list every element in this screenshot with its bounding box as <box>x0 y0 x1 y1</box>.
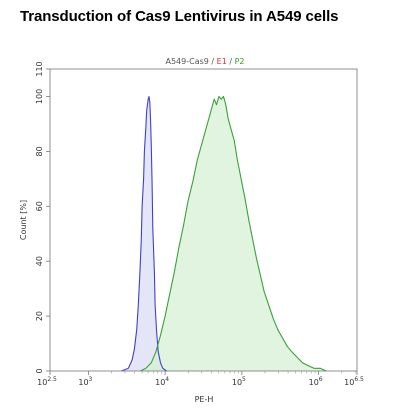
plot-title-part: / <box>209 57 217 66</box>
y-tick-label: 80 <box>35 146 44 156</box>
series-P2-line <box>140 95 327 372</box>
plot-frame <box>49 68 358 372</box>
x-tick-label: 105 <box>232 376 246 387</box>
y-tick-label: 110 <box>35 61 44 76</box>
x-tick-label: 102.5 <box>37 376 57 387</box>
x-tick-label: 106 <box>309 376 323 387</box>
page-title: Transduction of Cas9 Lentivirus in A549 … <box>20 8 339 25</box>
x-tick-label: 103 <box>78 376 92 387</box>
y-tick-label: 0 <box>35 368 44 373</box>
x-tick-label: 106.5 <box>344 376 364 387</box>
series-E1-fill <box>121 96 167 371</box>
plot-title: A549-Cas9 / E1 / P2 <box>165 57 244 66</box>
plot-title-part: E1 <box>217 57 227 66</box>
y-tick-label: 20 <box>35 311 44 321</box>
y-axis-label: Count [%] <box>19 200 28 240</box>
x-axis: 102.5 103 104 105 106 106.5 <box>37 371 364 387</box>
histogram-curves <box>121 95 327 372</box>
series-P2-fill <box>140 96 327 371</box>
series-E1-line <box>121 95 168 372</box>
y-tick-label: 40 <box>35 256 44 266</box>
plot-title-part: A549-Cas9 <box>165 57 208 66</box>
plot-title-part: / <box>227 57 235 66</box>
y-tick-label: 60 <box>35 201 44 211</box>
y-axis: 0 20 40 60 80 100 110 <box>35 61 50 374</box>
x-tick-label: 104 <box>155 376 169 387</box>
y-tick-label: 100 <box>35 89 44 104</box>
plot-title-part: P2 <box>235 57 245 66</box>
x-axis-label: PE-H <box>195 395 214 404</box>
